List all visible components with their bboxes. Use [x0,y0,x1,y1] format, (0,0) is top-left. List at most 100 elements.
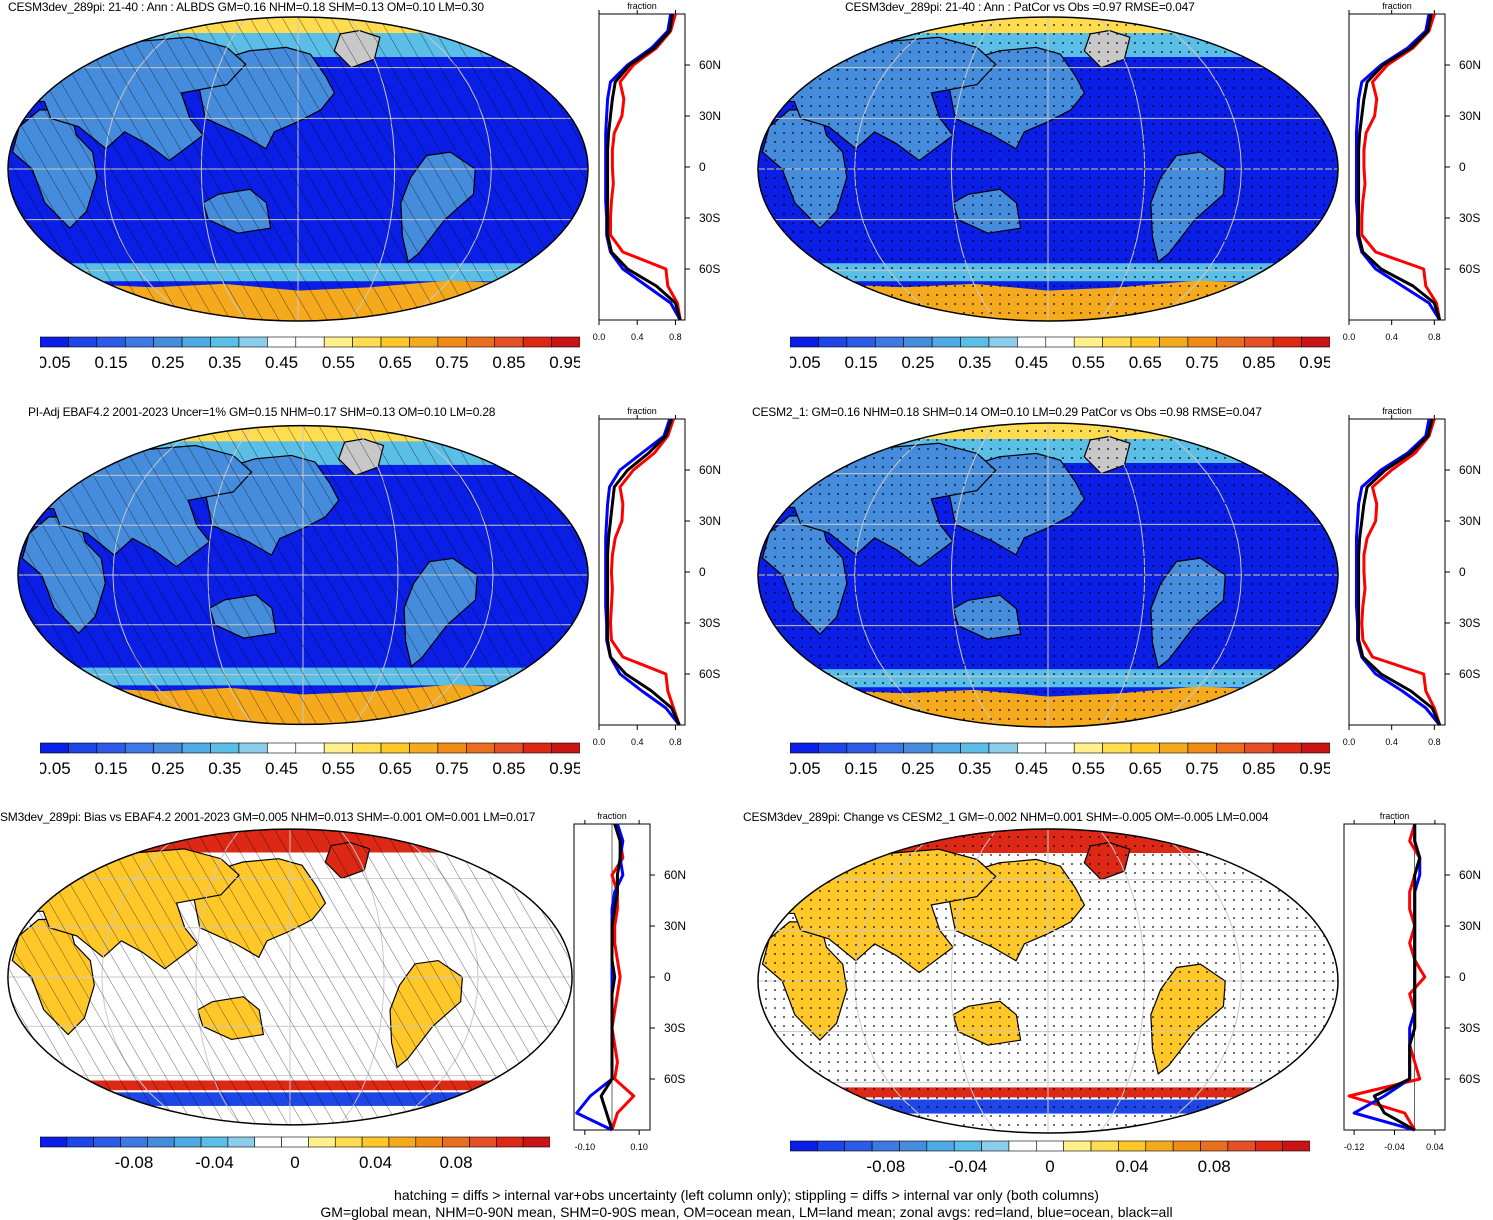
colorbar-box [494,336,524,348]
zonal-lat-label: 0 [1459,970,1466,984]
colorbar-tick-label: 0.04 [1116,1157,1149,1176]
zonal-lat-label: 30N [664,919,686,933]
colorbar-tick-label: 0.75 [1186,759,1219,778]
stippling-overlay [758,423,1338,727]
colorbar-tick-label: 0.08 [440,1153,473,1172]
colorbar-box [960,336,990,348]
colorbar-panel-1: 0.05 0.15 0.25 0.35 0.45 0.55 0.65 0.75 0.85 0.95… [40,336,580,372]
colorbar-box [551,336,580,348]
colorbar-box [522,1136,550,1148]
colorbar-tick-label: 0.05 [40,353,71,372]
colorbar-tick-label: 0.85 [492,353,525,372]
colorbar-tick-label: 0.35 [208,759,241,778]
colorbar-box [323,742,353,754]
zonal-lat-label: 0 [699,565,706,579]
colorbar-box [238,336,268,348]
zonal-x-label: 0.0 [1343,332,1356,342]
colorbar-box [1216,742,1246,754]
map-body [8,17,588,321]
zonal-lat-label: 60N [1459,868,1481,882]
zonal-x-label: 0.4 [1385,332,1398,342]
map-panel-5 [7,828,573,1126]
stippling-overlay [758,17,1338,321]
colorbar-box [352,336,382,348]
colorbar-tick-label: 0.15 [95,353,128,372]
zonal-lat-label: 30S [1459,211,1480,225]
zonal-line-land [608,13,682,321]
colorbar-tick-label: 0.95 [1299,353,1330,372]
zonal-x-label: -0.04 [1384,1142,1405,1152]
colorbar-tick-label: 0.85 [1242,353,1275,372]
colorbar-box [1063,1140,1092,1152]
colorbar-box [1187,742,1217,754]
colorbar-tick-label: 0.25 [901,353,934,372]
zonal-x-label: 0.8 [669,332,682,342]
footer-line-1: hatching = diffs > internal var+obs unce… [394,1187,1099,1203]
colorbar-panel-4: 0.05 0.15 0.25 0.35 0.45 0.55 0.65 0.75 0.85 0.95… [790,742,1330,778]
colorbar-tick-label: 0.55 [1072,353,1105,372]
colorbar-tick-label: 0.35 [208,353,241,372]
colorbar-tick-label: 0.95 [549,353,580,372]
colorbar-box [494,742,524,754]
colorbar-box [1102,336,1132,348]
colorbar-tick-label: -0.08 [115,1153,154,1172]
colorbar-box [361,1136,390,1148]
zonal-lat-label: 60S [699,262,720,276]
zonal-lat-label: 30N [1459,109,1481,123]
colorbar-tick-label: 0.75 [1186,353,1219,372]
zonal-line-all [606,13,682,321]
zonal-line-land [1360,418,1442,726]
zonal-lat-label: 60N [1459,463,1481,477]
colorbar-box [1200,1140,1229,1152]
colorbar-box [988,742,1018,754]
colorbar-tick-label: 0.04 [359,1153,392,1172]
map-panel-6 [757,828,1339,1134]
panel-title: PI-Adj EBAF4.2 2001-2023 Uncer=1% GM=0.1… [28,405,496,419]
colorbar-tick-label: 0.85 [492,759,525,778]
colorbar-tick-label: 0.45 [265,759,298,778]
colorbar-box [1102,742,1132,754]
map-body [758,423,1338,727]
colorbar-tick-label: 0.25 [151,759,184,778]
colorbar-box [931,742,961,754]
colorbar-tick-label: 0.08 [1198,1157,1231,1176]
map-border [7,16,589,322]
zonal-axis-title: fraction [597,811,627,821]
zonal-line-ocean [1352,824,1422,1132]
colorbar-tick-label: 0.25 [901,759,934,778]
colorbar-tick-label: 0.05 [790,353,821,372]
colorbar-tick-label: 0 [1045,1157,1054,1176]
zonal-panel-3: fraction 60N 30N 0 30S 60S 0.0 0.4 0.8 [593,406,721,747]
zonal-lat-label: 30S [664,1021,685,1035]
colorbar-box [903,742,933,754]
colorbar-panel-6: -0.08 -0.04 0 0.04 0.08 [790,1140,1310,1176]
zonal-lat-label: 0 [664,970,671,984]
zonal-panel-5: fraction 60N 30N 0 30S 60S -0.10 0.10 [573,811,686,1152]
colorbar-box [267,742,297,754]
zonal-lat-label: 30N [1459,919,1481,933]
zonal-axis-title: fraction [1382,406,1412,416]
colorbar-tick-label: 0.65 [379,353,412,372]
colorbar-box [1216,336,1246,348]
colorbar-box [522,742,552,754]
colorbar-tick-label: 0.55 [322,353,355,372]
map-border [757,422,1339,728]
zonal-lat-label: 60N [699,463,721,477]
colorbar-box [1187,336,1217,348]
colorbar-tick-label: 0.95 [549,759,580,778]
colorbar-box [988,336,1018,348]
colorbar-tick-label: 0.45 [1015,759,1048,778]
colorbar-box [871,1140,900,1152]
colorbar-box [1045,742,1075,754]
colorbar-box [1045,336,1075,348]
footer-line-2: GM=global mean, NHM=0-90N mean, SHM=0-90… [320,1204,1173,1220]
colorbar-box [295,336,325,348]
colorbar-tick-label: 0.05 [40,759,71,778]
colorbar-tick-label: -0.04 [195,1153,234,1172]
colorbar-box [1254,1140,1283,1152]
zonal-lat-label: 30N [1459,514,1481,528]
colorbar-box [437,742,467,754]
zonal-x-label: 0.04 [1426,1142,1444,1152]
colorbar-tick-label: -0.08 [866,1157,905,1176]
colorbar-box [981,1140,1010,1152]
